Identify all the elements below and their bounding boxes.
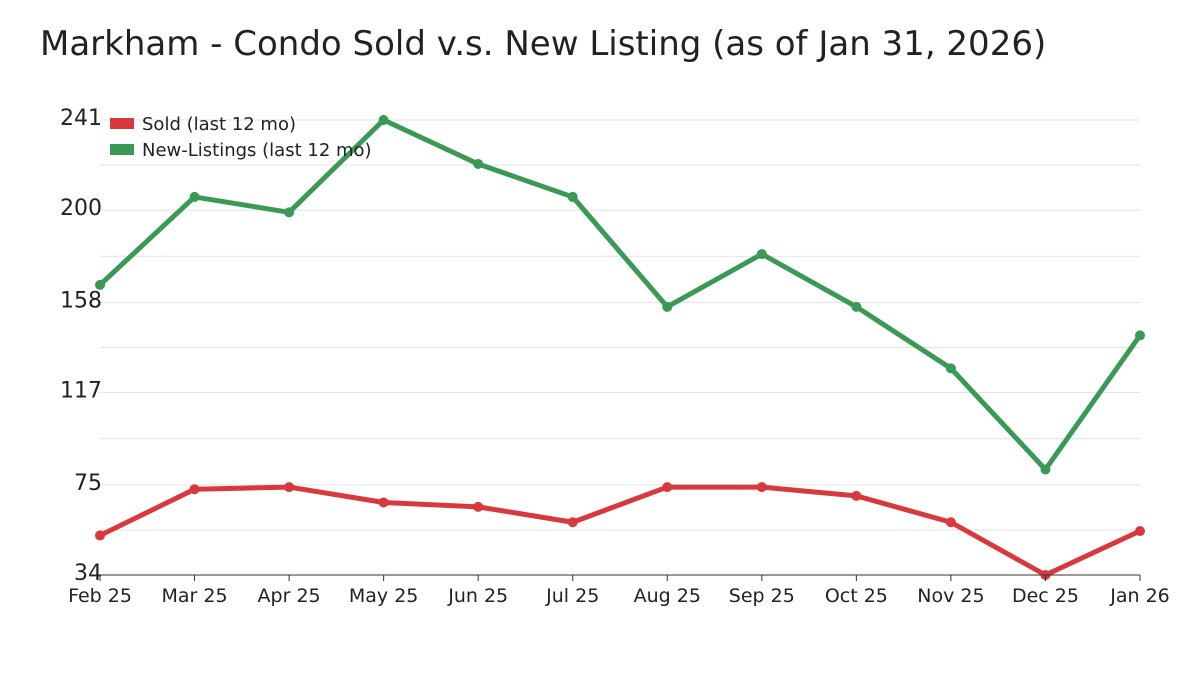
data-point[interactable] — [567, 191, 578, 202]
x-tick-label: Nov 25 — [917, 585, 984, 607]
data-point[interactable] — [756, 482, 767, 493]
chart-title: Markham - Condo Sold v.s. New Listing (a… — [40, 24, 1047, 64]
x-tick-label: Mar 25 — [162, 585, 228, 607]
data-point[interactable] — [378, 115, 389, 125]
y-tick-label: 241 — [60, 106, 102, 131]
data-point[interactable] — [567, 517, 578, 528]
data-point[interactable] — [284, 207, 295, 218]
data-point[interactable] — [851, 490, 862, 501]
x-tick-label: Apr 25 — [258, 585, 321, 607]
series-1 — [95, 115, 1145, 475]
data-point[interactable] — [95, 530, 105, 541]
x-tick-label: May 25 — [349, 585, 419, 607]
data-point[interactable] — [662, 482, 673, 493]
data-point[interactable] — [189, 191, 200, 202]
y-tick-label: 75 — [74, 471, 102, 496]
series-line — [97, 117, 1143, 472]
x-tick-label: Jun 25 — [447, 585, 508, 607]
data-point[interactable] — [851, 301, 862, 312]
gridlines — [100, 119, 1140, 531]
data-point[interactable] — [1135, 526, 1145, 537]
data-point[interactable] — [473, 501, 484, 512]
legend-label: Sold (last 12 mo) — [142, 114, 296, 135]
legend-swatch — [110, 144, 134, 155]
data-point[interactable] — [378, 497, 389, 508]
x-tick-label: Dec 25 — [1012, 585, 1079, 607]
x-axis-ticks: Feb 25 Mar 25 Apr 25 May 25 Jun 25 Jul 25 Aug … — [68, 575, 1170, 607]
data-point[interactable] — [945, 363, 956, 374]
series-lines — [95, 115, 1145, 580]
y-axis-ticks: 34 75 117 158 200 241 — [60, 106, 102, 586]
x-tick-label: Aug 25 — [634, 585, 701, 607]
legend-item[interactable]: Sold (last 12 mo) — [110, 114, 296, 135]
data-point[interactable] — [662, 301, 673, 312]
series-0 — [95, 482, 1145, 580]
data-point[interactable] — [95, 279, 105, 290]
legend-swatch — [110, 118, 134, 129]
x-tick-label: Oct 25 — [825, 585, 888, 607]
x-tick-label: Sep 25 — [729, 585, 795, 607]
data-point[interactable] — [284, 482, 295, 493]
y-tick-label: 34 — [74, 561, 102, 586]
x-tick-label: Jul 25 — [545, 585, 599, 607]
series-line — [97, 484, 1143, 578]
data-point[interactable] — [189, 484, 200, 495]
legend: Sold (last 12 mo) New-Listings (last 12 m… — [110, 114, 372, 161]
data-point[interactable] — [1135, 330, 1145, 341]
y-tick-label: 158 — [60, 288, 102, 313]
data-point[interactable] — [473, 158, 484, 169]
data-point[interactable] — [1040, 464, 1051, 475]
data-point[interactable] — [756, 249, 767, 260]
legend-label: New-Listings (last 12 mo) — [142, 140, 372, 161]
axes: Feb 25 Mar 25 Apr 25 May 25 Jun 25 Jul 25 Aug … — [60, 106, 1170, 607]
y-tick-label: 117 — [60, 379, 102, 404]
x-tick-label: Jan 26 — [1109, 585, 1170, 607]
data-point[interactable] — [945, 517, 956, 528]
y-tick-label: 200 — [60, 196, 102, 221]
legend-item[interactable]: New-Listings (last 12 mo) — [110, 140, 372, 161]
x-tick-label: Feb 25 — [68, 585, 132, 607]
